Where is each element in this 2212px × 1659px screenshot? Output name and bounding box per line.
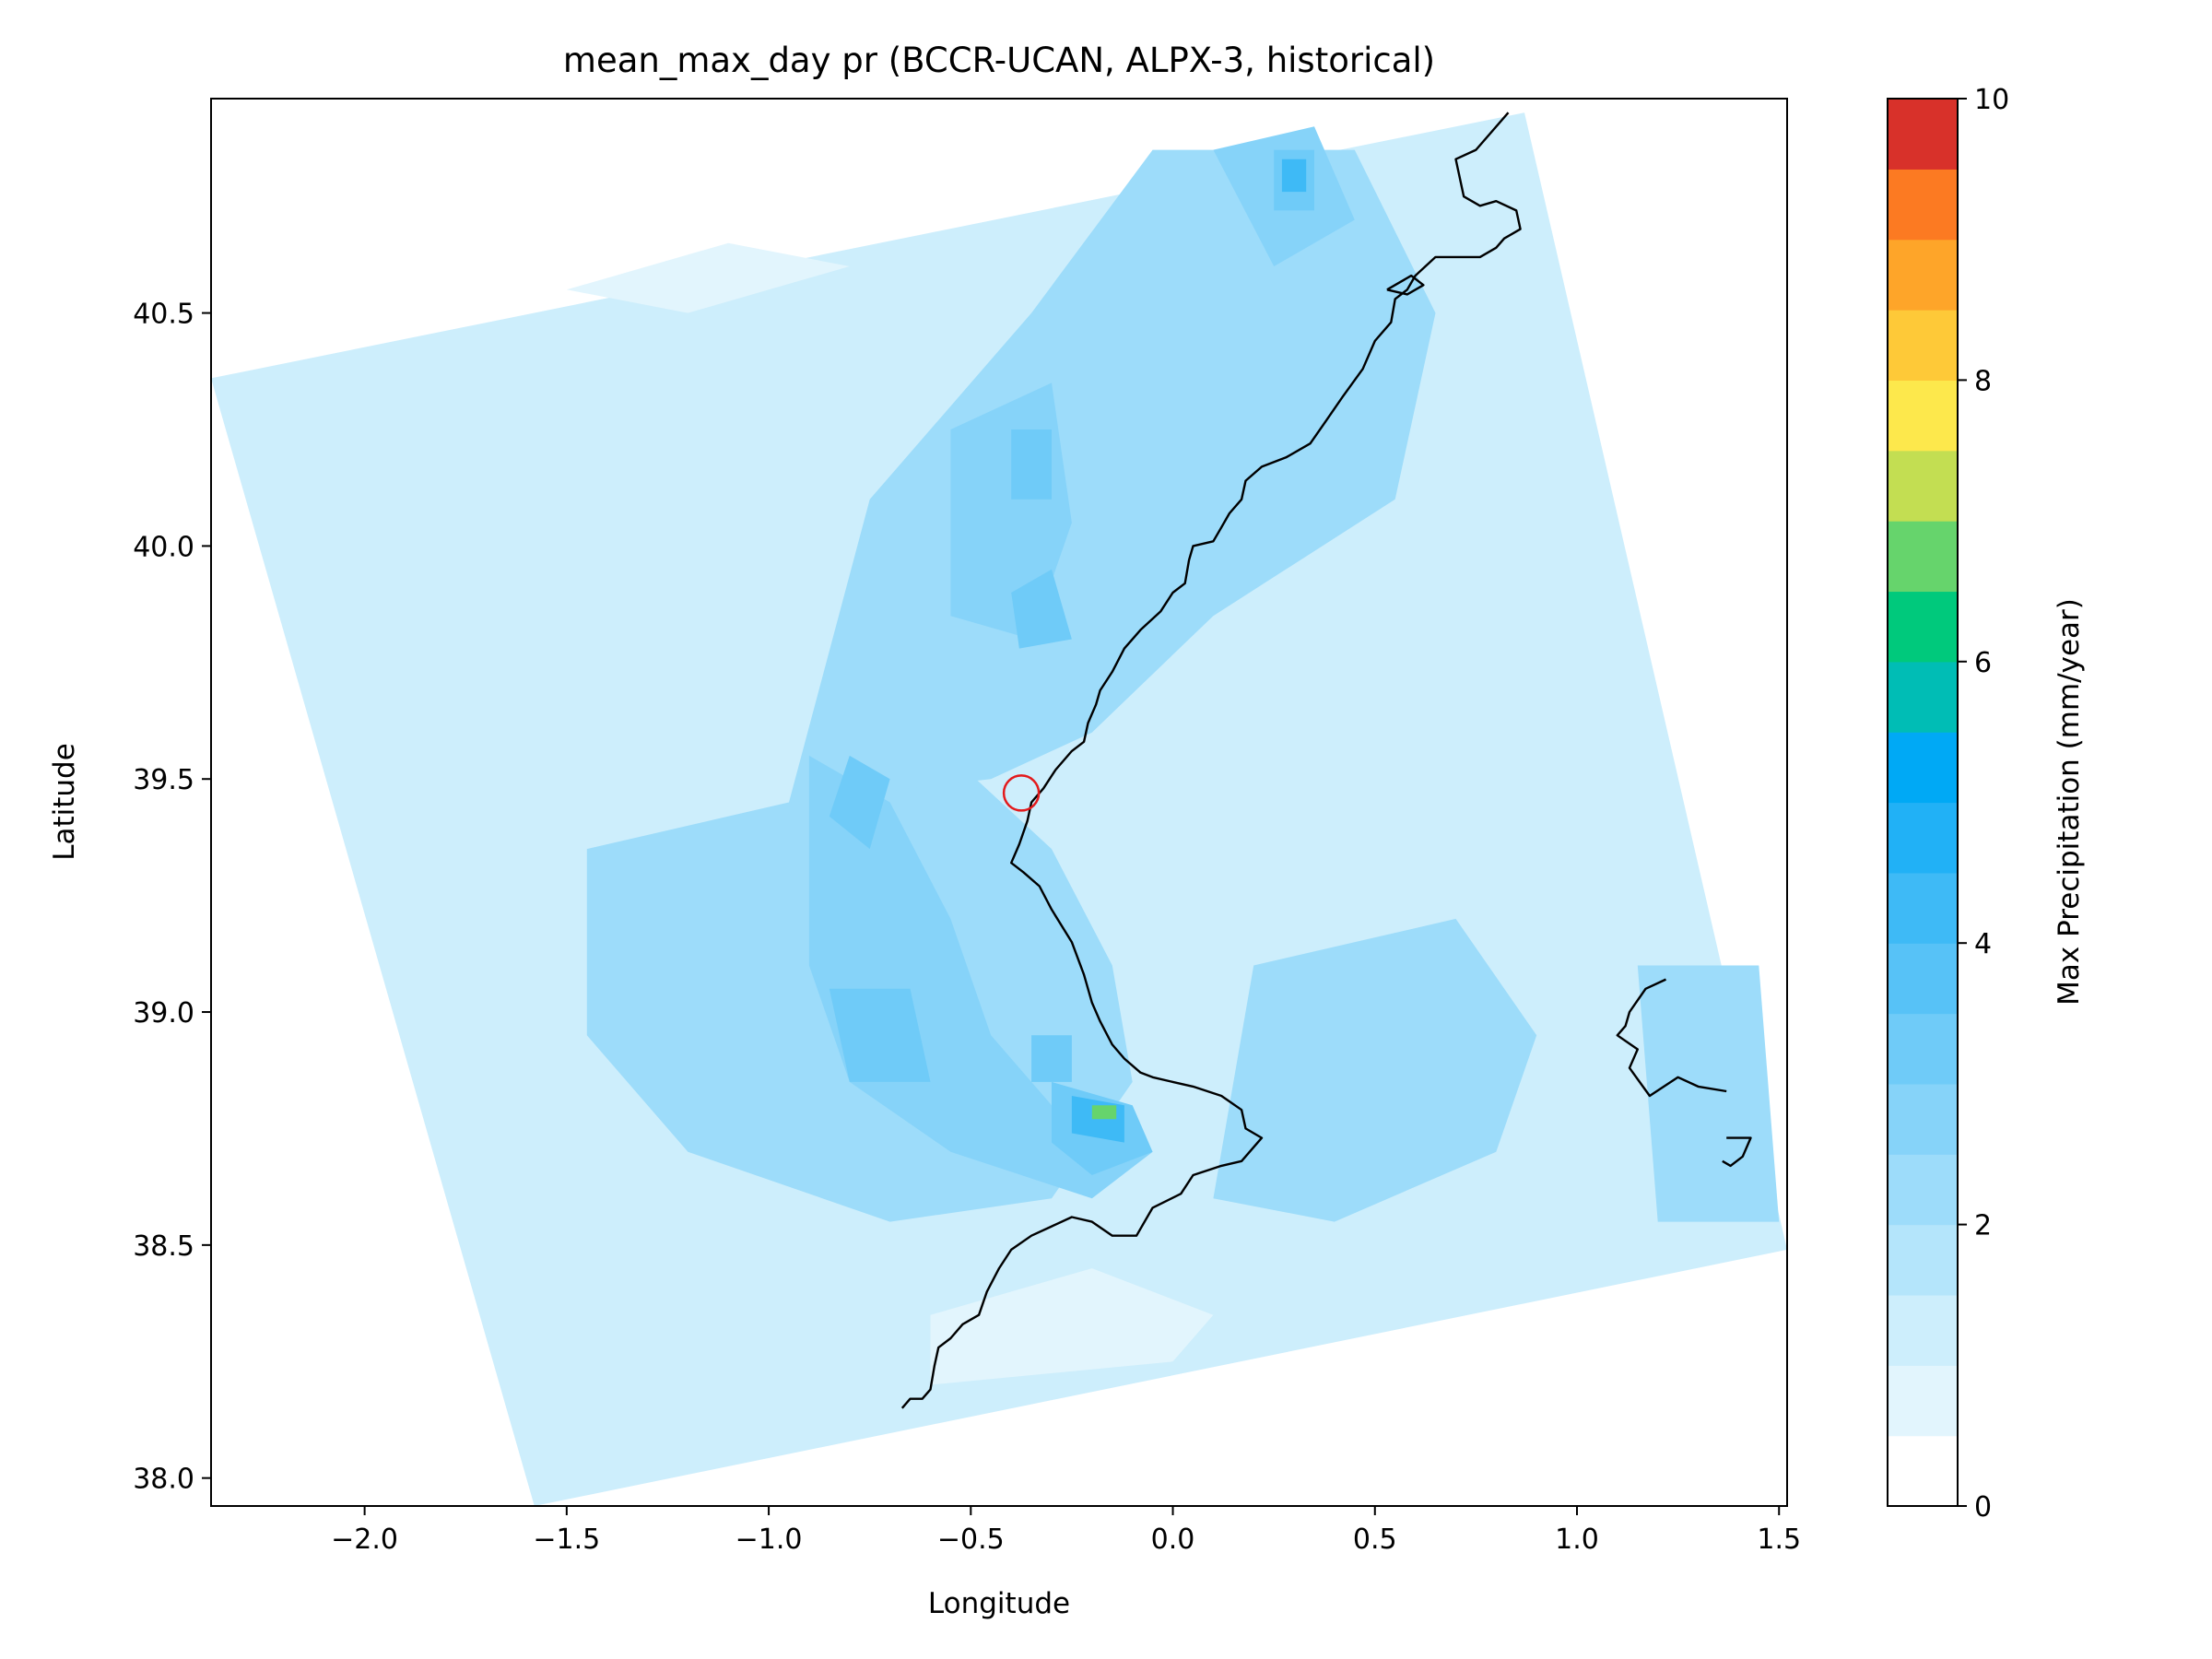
x-tick-label: −2.0 bbox=[331, 1524, 398, 1556]
precip-region bbox=[1638, 966, 1779, 1222]
colorbar-bin bbox=[1888, 662, 1958, 733]
precip-region bbox=[1282, 159, 1306, 192]
colorbar bbox=[1888, 99, 1958, 1507]
x-axis-ticks: −2.0 −1.5 −1.0 −0.5 0.0 0.5 1.0 1.5 bbox=[331, 1506, 1801, 1556]
x-tick-label: 1.0 bbox=[1555, 1524, 1599, 1556]
colorbar-bin bbox=[1888, 1154, 1958, 1225]
colorbar-tick-label: 10 bbox=[1974, 84, 2009, 116]
colorbar-tick-label: 4 bbox=[1974, 928, 1992, 960]
colorbar-tick-label: 2 bbox=[1974, 1210, 1992, 1242]
y-tick-label: 40.0 bbox=[133, 531, 194, 563]
y-axis-title: Latitude bbox=[48, 743, 81, 861]
map-area bbox=[211, 112, 1787, 1506]
precip-region bbox=[1011, 429, 1052, 500]
colorbar-label: Max Precipitation (mm/year) bbox=[2053, 598, 2086, 1006]
precip-region bbox=[1031, 1035, 1072, 1082]
colorbar-bin bbox=[1888, 1225, 1958, 1296]
y-tick-label: 38.0 bbox=[133, 1464, 194, 1496]
colorbar-bin bbox=[1888, 1295, 1958, 1366]
colorbar-bin bbox=[1888, 169, 1958, 240]
colorbar-bin bbox=[1888, 380, 1958, 451]
map-title: mean_max_day pr (BCCR-UCAN, ALPX-3, hist… bbox=[563, 41, 1435, 80]
colorbar-bin bbox=[1888, 1365, 1958, 1436]
x-tick-label: −1.5 bbox=[533, 1524, 600, 1556]
y-tick-label: 40.5 bbox=[133, 299, 194, 331]
x-tick-label: 0.5 bbox=[1353, 1524, 1397, 1556]
x-tick-label: 0.0 bbox=[1151, 1524, 1195, 1556]
x-tick-label: −0.5 bbox=[937, 1524, 1005, 1556]
colorbar-bin bbox=[1888, 240, 1958, 311]
y-tick-label: 38.5 bbox=[133, 1230, 194, 1263]
colorbar-bin bbox=[1888, 1014, 1958, 1085]
colorbar-tick-label: 6 bbox=[1974, 647, 1992, 679]
colorbar-bin bbox=[1888, 451, 1958, 522]
colorbar-bin bbox=[1888, 732, 1958, 803]
colorbar-tick-label: 0 bbox=[1974, 1491, 1992, 1524]
colorbar-bin bbox=[1888, 591, 1958, 662]
colorbar-bin bbox=[1888, 943, 1958, 1014]
x-axis-title: Longitude bbox=[928, 1587, 1070, 1620]
y-tick-label: 39.5 bbox=[133, 764, 194, 796]
colorbar-bin bbox=[1888, 99, 1958, 170]
colorbar-bin bbox=[1888, 803, 1958, 874]
colorbar-bin bbox=[1888, 521, 1958, 592]
x-tick-label: −1.0 bbox=[735, 1524, 803, 1556]
x-tick-label: 1.5 bbox=[1757, 1524, 1801, 1556]
colorbar-bin bbox=[1888, 1084, 1958, 1155]
colorbar-bin bbox=[1888, 310, 1958, 381]
colorbar-bin bbox=[1888, 873, 1958, 944]
precipitation-field bbox=[211, 112, 1787, 1506]
y-tick-label: 39.0 bbox=[133, 997, 194, 1030]
colorbar-ticks: 0 2 4 6 8 10 bbox=[1958, 84, 2009, 1524]
colorbar-bin bbox=[1888, 1436, 1958, 1507]
colorbar-tick-label: 8 bbox=[1974, 365, 1992, 397]
y-axis-ticks: 38.0 38.5 39.0 39.5 40.0 40.5 bbox=[133, 299, 211, 1496]
precip-region bbox=[1092, 1105, 1116, 1119]
